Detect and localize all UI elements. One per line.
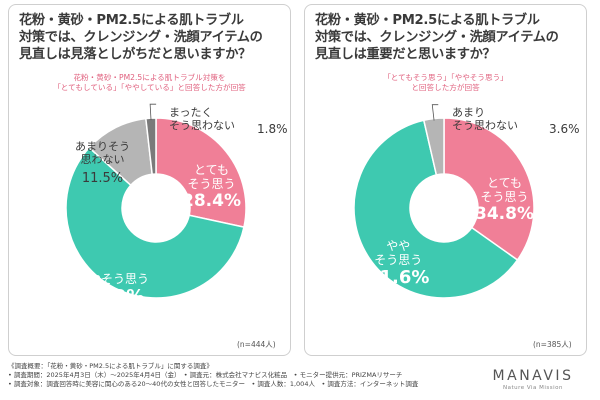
left-question-line: 対策では、クレンジング・洗顔アイテムの (19, 30, 263, 45)
right-sample-size: (n=385人) (533, 340, 572, 349)
right-label-totemo: とても そう思う 34.8% (475, 176, 534, 224)
donut-slice-2 (422, 117, 445, 176)
left-label-text: そう思わない (169, 118, 235, 132)
left-label-text: あまりそう (75, 140, 130, 153)
right-label-amari-value: 3.6% (549, 122, 580, 136)
right-subtitle: 「とてもそう思う」「ややそう思う」 と回答した方が回答 (305, 73, 586, 93)
left-chart-panel: 花粉・黄砂・PM2.5による肌トラブル 対策では、クレンジング・洗顔アイテムの … (8, 4, 291, 356)
left-label-value: 58.3% (81, 285, 145, 307)
left-label-value: 28.4% (182, 190, 241, 211)
left-question: 花粉・黄砂・PM2.5による肌トラブル 対策では、クレンジング・洗顔アイテムの … (19, 12, 282, 63)
right-label-value: 61.6% (367, 266, 430, 288)
right-label-text: そう思う (480, 189, 529, 204)
brand-tagline: Nature Via Mission (502, 385, 564, 391)
left-label-value: 11.5% (81, 171, 124, 187)
left-subtitle-line: 「とてもしている」「ややしている」と回答した方が回答 (53, 83, 246, 92)
donut-slice-1 (65, 146, 245, 299)
right-label-text: そう思わない (452, 118, 518, 132)
left-label-mattaku-value: 1.8% (257, 122, 288, 136)
right-question: 花粉・黄砂・PM2.5による肌トラブル 対策では、クレンジング・洗顔アイテムの … (315, 12, 578, 63)
left-label-text: そう思う (187, 176, 236, 191)
survey-line: • 調査対象：調査回答時に美容に関心のある20〜40代の女性と回答したモニター … (8, 380, 419, 388)
right-donut-chart (353, 104, 535, 299)
left-question-line: 見直しは見落としがちだと思いますか？ (19, 47, 251, 62)
leader-line (149, 103, 157, 121)
right-question-line: 対策では、クレンジング・洗顔アイテムの (315, 30, 559, 45)
left-label-text: ややそう思う (77, 272, 150, 286)
right-label-text: あまり (452, 106, 485, 119)
left-label-mattaku: まったく そう思わない (169, 106, 235, 132)
leader-line (431, 104, 439, 121)
right-label-text: とても (486, 176, 523, 190)
donut-slice-1 (353, 119, 519, 299)
left-label-amari: あまりそう 思わない 11.5% (75, 140, 130, 187)
brand-name: MANAVIS (492, 368, 574, 384)
left-label-text: まったく (169, 106, 213, 119)
left-subtitle: 花粉・黄砂・PM2.5による肌トラブル対策を 「とてもしている」「ややしている」… (9, 73, 290, 93)
left-donut-chart (65, 103, 247, 299)
left-label-yaya: ややそう思う 58.3% (77, 272, 150, 307)
left-sample-size: (n=444人) (237, 340, 276, 349)
left-question-line: 花粉・黄砂・PM2.5による肌トラブル (19, 13, 244, 28)
survey-overview: 《調査概要：「花粉・黄砂・PM2.5による肌トラブル」に関する調査》 • 調査期… (8, 362, 448, 389)
right-question-line: 見直しは重要だと思いますか？ (315, 47, 496, 62)
survey-line: 《調査概要：「花粉・黄砂・PM2.5による肌トラブル」に関する調査》 (8, 362, 213, 370)
right-subtitle-line: と回答した方が回答 (411, 83, 480, 92)
right-label-text: やや (386, 239, 411, 253)
right-label-value: 34.8% (475, 203, 534, 224)
right-label-yaya: やや そう思う 61.6% (367, 239, 430, 288)
left-label-text: 思わない (80, 152, 125, 166)
left-label-totemo: とても そう思う 28.4% (182, 163, 241, 211)
brand-logo: MANAVIS Nature Via Mission (478, 368, 588, 391)
survey-line: • 調査期間：2025年4月3日（木）〜2025年4月4日（金） • 調査元：株… (8, 371, 403, 379)
donut-slice-0 (443, 117, 535, 262)
right-label-amari: あまり そう思わない (452, 106, 518, 132)
left-subtitle-line: 花粉・黄砂・PM2.5による肌トラブル対策を (73, 73, 226, 82)
donut-slice-3 (145, 117, 157, 176)
right-subtitle-line: 「とてもそう思う」「ややそう思う」 (383, 73, 508, 82)
right-chart-panel: 花粉・黄砂・PM2.5による肌トラブル 対策では、クレンジング・洗顔アイテムの … (304, 4, 587, 356)
right-label-text: そう思う (374, 252, 423, 267)
donut-slice-0 (155, 117, 247, 228)
left-label-text: とても (193, 163, 230, 177)
right-question-line: 花粉・黄砂・PM2.5による肌トラブル (315, 13, 540, 28)
